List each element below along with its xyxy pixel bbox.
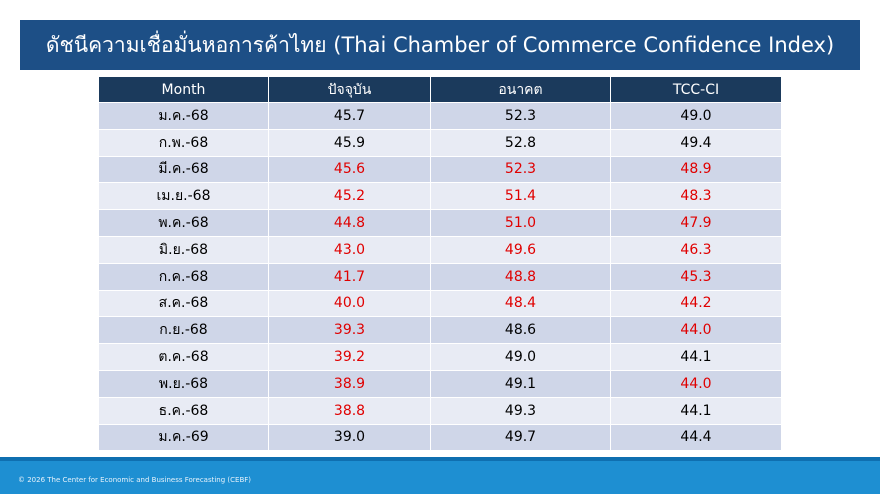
value-cell: 38.9 bbox=[268, 369, 431, 398]
column-header: ปัจจุบัน bbox=[268, 76, 431, 103]
value-cell: 48.9 bbox=[610, 155, 782, 184]
table-row: มิ.ย.-68 43.0 49.6 46.3 bbox=[98, 235, 782, 264]
month-cell: ม.ค.-68 bbox=[98, 102, 269, 130]
column-header: อนาคต bbox=[430, 76, 611, 103]
table-row: ส.ค.-68 40.0 48.4 44.2 bbox=[98, 289, 782, 318]
value-cell: 48.8 bbox=[430, 262, 611, 291]
footer-text: © 2026 The Center for Economic and Busin… bbox=[18, 476, 252, 484]
value-cell: 45.2 bbox=[268, 182, 431, 211]
table-row: ธ.ค.-68 38.8 49.3 44.1 bbox=[98, 396, 782, 425]
table-row: เม.ย.-68 45.2 51.4 48.3 bbox=[98, 182, 782, 211]
title-bar: ดัชนีความเชื่อมั่นหอการค้าไทย (Thai Cham… bbox=[20, 20, 860, 70]
value-cell: 49.1 bbox=[430, 369, 611, 398]
footer-bar: © 2026 The Center for Economic and Busin… bbox=[0, 457, 880, 494]
value-cell: 45.6 bbox=[268, 155, 431, 184]
month-cell: มิ.ย.-68 bbox=[98, 235, 269, 264]
table-row: ม.ค.-68 45.7 52.3 49.0 bbox=[98, 102, 782, 130]
value-cell: 45.9 bbox=[268, 128, 431, 157]
month-cell: ธ.ค.-68 bbox=[98, 396, 269, 425]
value-cell: 45.3 bbox=[610, 262, 782, 291]
month-cell: พ.ย.-68 bbox=[98, 369, 269, 398]
table-row: ก.ย.-68 39.3 48.6 44.0 bbox=[98, 316, 782, 345]
value-cell: 52.8 bbox=[430, 128, 611, 157]
table-row: พ.ย.-68 38.9 49.1 44.0 bbox=[98, 369, 782, 398]
month-cell: พ.ค.-68 bbox=[98, 209, 269, 237]
table-row: ม.ค.-69 39.0 49.7 44.4 bbox=[98, 423, 782, 452]
month-cell: ก.ย.-68 bbox=[98, 316, 269, 345]
month-cell: ก.พ.-68 bbox=[98, 128, 269, 157]
column-header: TCC-CI bbox=[610, 76, 782, 103]
month-cell: มี.ค.-68 bbox=[98, 155, 269, 184]
value-cell: 49.4 bbox=[610, 128, 782, 157]
value-cell: 49.6 bbox=[430, 235, 611, 264]
value-cell: 44.2 bbox=[610, 289, 782, 318]
month-cell: ก.ค.-68 bbox=[98, 262, 269, 291]
value-cell: 44.0 bbox=[610, 369, 782, 398]
value-cell: 48.6 bbox=[430, 316, 611, 345]
value-cell: 45.7 bbox=[268, 102, 431, 130]
month-cell: ต.ค.-68 bbox=[98, 343, 269, 371]
value-cell: 44.8 bbox=[268, 209, 431, 237]
data-table: Month ปัจจุบัน อนาคต TCC-CI ม.ค.-68 45.7 52.3… bbox=[98, 76, 782, 452]
header-row: Month ปัจจุบัน อนาคต TCC-CI bbox=[98, 76, 782, 103]
value-cell: 43.0 bbox=[268, 235, 431, 264]
table-row: ต.ค.-68 39.2 49.0 44.1 bbox=[98, 343, 782, 371]
value-cell: 44.0 bbox=[610, 316, 782, 345]
table-row: มี.ค.-68 45.6 52.3 48.9 bbox=[98, 155, 782, 184]
value-cell: 44.1 bbox=[610, 396, 782, 425]
value-cell: 49.0 bbox=[430, 343, 611, 371]
value-cell: 46.3 bbox=[610, 235, 782, 264]
value-cell: 48.4 bbox=[430, 289, 611, 318]
table-body: ม.ค.-68 45.7 52.3 49.0 ก.พ.-68 45.9 52.8 49.4 มี… bbox=[98, 102, 782, 452]
value-cell: 49.7 bbox=[430, 423, 611, 452]
value-cell: 41.7 bbox=[268, 262, 431, 291]
value-cell: 51.0 bbox=[430, 209, 611, 237]
value-cell: 52.3 bbox=[430, 102, 611, 130]
value-cell: 51.4 bbox=[430, 182, 611, 211]
table-row: พ.ค.-68 44.8 51.0 47.9 bbox=[98, 209, 782, 237]
column-header: Month bbox=[98, 76, 269, 103]
value-cell: 47.9 bbox=[610, 209, 782, 237]
value-cell: 39.2 bbox=[268, 343, 431, 371]
value-cell: 49.3 bbox=[430, 396, 611, 425]
month-cell: เม.ย.-68 bbox=[98, 182, 269, 211]
value-cell: 49.0 bbox=[610, 102, 782, 130]
table-row: ก.พ.-68 45.9 52.8 49.4 bbox=[98, 128, 782, 157]
value-cell: 48.3 bbox=[610, 182, 782, 211]
value-cell: 39.0 bbox=[268, 423, 431, 452]
month-cell: ส.ค.-68 bbox=[98, 289, 269, 318]
value-cell: 39.3 bbox=[268, 316, 431, 345]
value-cell: 52.3 bbox=[430, 155, 611, 184]
value-cell: 40.0 bbox=[268, 289, 431, 318]
table-row: ก.ค.-68 41.7 48.8 45.3 bbox=[98, 262, 782, 291]
value-cell: 38.8 bbox=[268, 396, 431, 425]
value-cell: 44.1 bbox=[610, 343, 782, 371]
value-cell: 44.4 bbox=[610, 423, 782, 452]
month-cell: ม.ค.-69 bbox=[98, 423, 269, 452]
